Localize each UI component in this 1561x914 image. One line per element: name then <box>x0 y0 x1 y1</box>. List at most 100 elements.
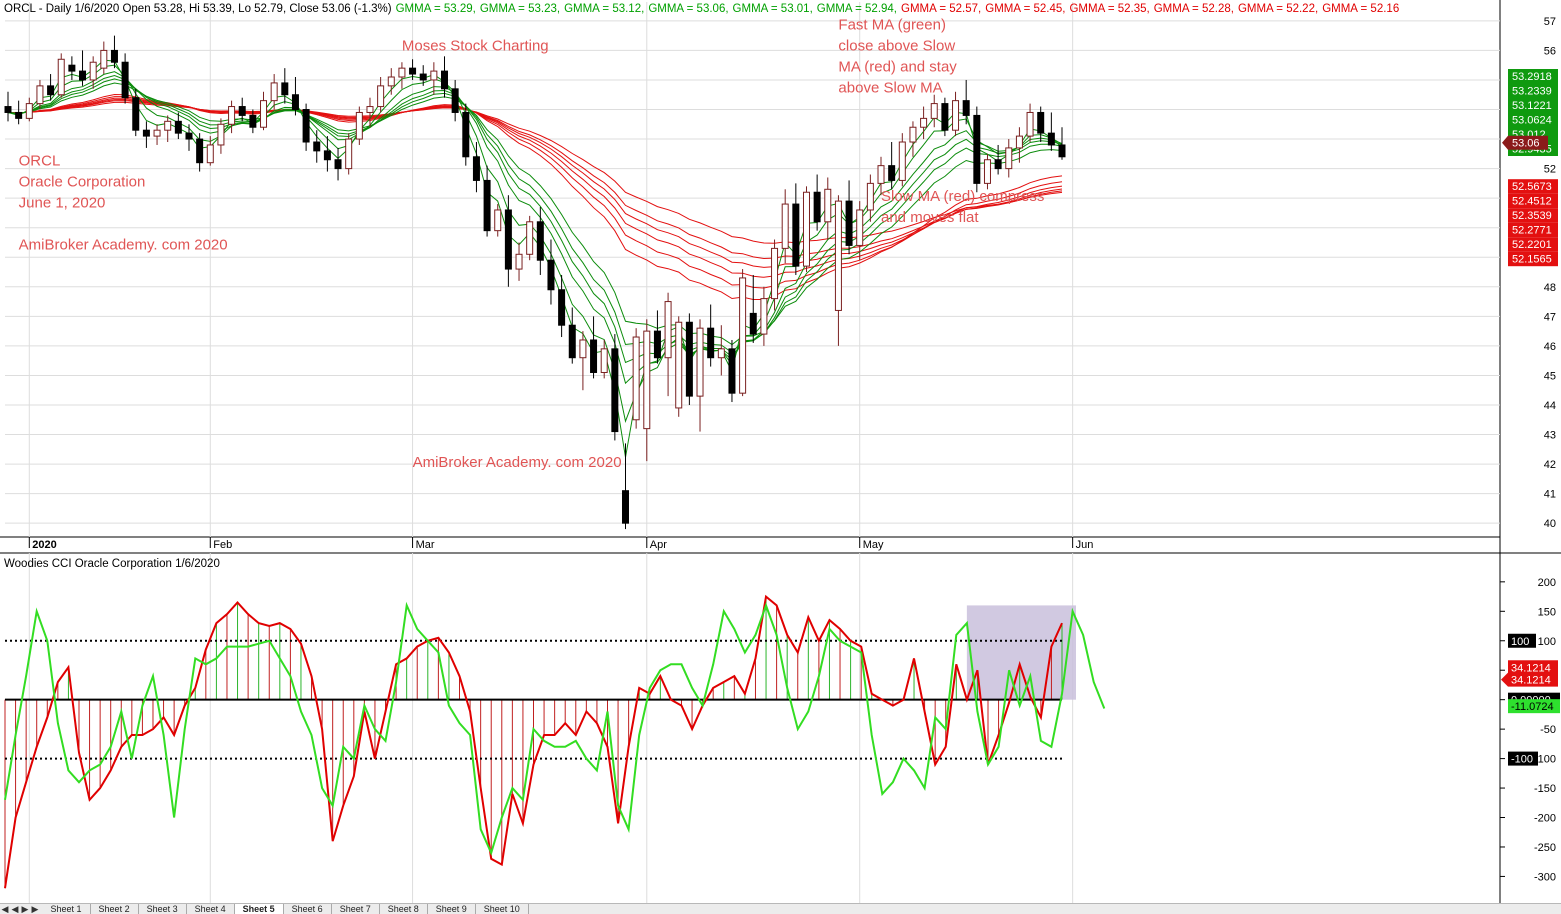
candle-down <box>472 156 480 181</box>
candle-up <box>856 209 864 246</box>
candle-up <box>866 182 874 211</box>
header-gmma-value: GMMA = 53.12, <box>564 3 644 15</box>
header-gmma-value: GMMA = 52.22, <box>1238 3 1318 15</box>
candle-down <box>462 111 470 158</box>
candle-up <box>355 111 363 140</box>
candle-up <box>366 106 374 113</box>
fast-ma-tag <box>1508 112 1558 127</box>
candle-down <box>174 120 182 134</box>
cci-tick-label: -50 <box>1540 724 1556 736</box>
cci-tick-label: -200 <box>1534 813 1556 825</box>
sheet-tab[interactable]: Sheet 8 <box>380 904 428 914</box>
cci-tick-label: 200 <box>1538 577 1556 589</box>
fast-ma-line <box>7 71 1063 385</box>
cci-series-line <box>4 594 1063 889</box>
price-tick-label: 47 <box>1544 311 1556 323</box>
header-gmma-value: GMMA = 52.94, <box>817 3 897 15</box>
candles <box>4 35 1066 530</box>
candle-up <box>952 100 960 131</box>
cci-level-tag-label: 100 <box>1511 636 1529 648</box>
candle-down <box>707 327 715 359</box>
fast-ma-tag-label: 53.2918 <box>1512 71 1552 83</box>
candle-down <box>249 114 257 128</box>
candle-up <box>1026 111 1034 137</box>
cci-tick-label: 150 <box>1538 606 1556 618</box>
candle-down <box>419 73 427 81</box>
slow-ma-tag <box>1508 251 1558 267</box>
tab-last-icon[interactable]: ▶ <box>31 904 39 914</box>
candle-up <box>739 277 747 394</box>
tab-first-icon[interactable]: ◀ <box>1 904 9 914</box>
candle-up <box>228 106 236 125</box>
header-gmma-value: GMMA = 53.01, <box>733 3 813 15</box>
sheet-tab[interactable]: Sheet 9 <box>428 904 476 914</box>
candle-down <box>813 191 821 223</box>
sheet-tab[interactable]: Sheet 2 <box>91 904 139 914</box>
sheet-tab[interactable]: Sheet 5 <box>234 904 284 914</box>
candle-up <box>387 76 395 87</box>
candle-down <box>994 159 1002 170</box>
candle-up <box>206 144 214 164</box>
candle-down <box>441 70 449 90</box>
candle-up <box>802 191 810 267</box>
cci-series-line <box>4 601 1106 856</box>
candle-down <box>110 49 118 63</box>
candle-down <box>941 103 949 131</box>
candle-up <box>1015 135 1023 149</box>
candle-up <box>89 61 97 81</box>
candle-up <box>164 120 172 131</box>
date-tick-label: Mar <box>416 539 435 551</box>
close-price-tag <box>1502 135 1548 150</box>
candle-down <box>685 321 693 397</box>
candle-down <box>611 348 619 433</box>
fast-ma-line <box>7 82 1063 346</box>
candle-up <box>717 348 725 359</box>
candle-up <box>834 200 842 311</box>
header-gmma-value: GMMA = 52.45, <box>985 3 1065 15</box>
slow-ma-tag-label: 52.1565 <box>1512 254 1552 266</box>
candle-up <box>153 129 161 137</box>
cci-pane: -300-250-200-150-100-50050100150200Woodi… <box>4 558 1560 889</box>
sheet-tab[interactable]: Sheet 4 <box>187 904 235 914</box>
candle-up <box>600 348 608 373</box>
fast-ma-tag-label: 53.2339 <box>1512 86 1552 98</box>
candle-down <box>142 129 150 137</box>
tab-next-icon[interactable]: ▶ <box>21 904 29 914</box>
header-gmma-value: GMMA = 52.35, <box>1069 3 1149 15</box>
sheet-tab[interactable]: Sheet 6 <box>284 904 332 914</box>
fast-ma-tag-label: 53.1221 <box>1512 100 1552 112</box>
candle-up <box>25 103 33 119</box>
cci-tick-label: -100 <box>1534 754 1556 766</box>
price-tick-label: 48 <box>1544 282 1556 294</box>
cci-level-tag-label: -100 <box>1511 754 1533 766</box>
candle-up <box>771 247 779 300</box>
candle-up <box>760 298 768 335</box>
candle-down <box>792 203 800 267</box>
chart-annotation: close above Slow <box>838 38 955 55</box>
candle-down <box>653 330 661 359</box>
price-tick-label: 57 <box>1544 16 1556 28</box>
sheet-tab[interactable]: Sheet 7 <box>332 904 380 914</box>
chart-annotation: ORCL <box>19 153 61 170</box>
candle-down <box>558 289 566 326</box>
candle-down <box>451 88 459 113</box>
candle-down <box>334 159 342 170</box>
candle-down <box>962 100 970 116</box>
tab-prev-icon[interactable]: ◀ <box>11 904 19 914</box>
sheet-tab[interactable]: Sheet 1 <box>43 904 91 914</box>
candle-up <box>909 126 917 143</box>
sheet-tab[interactable]: Sheet 10 <box>476 904 529 914</box>
candle-up <box>217 123 225 146</box>
cci-value-tag <box>1501 672 1558 687</box>
slow-ma-line <box>7 100 1063 260</box>
candle-down <box>590 339 598 373</box>
price-pane: 4041424344454647484950515253545556572020… <box>4 2 1558 903</box>
candle-down <box>888 165 896 181</box>
candle-down <box>79 70 87 81</box>
price-tick-label: 41 <box>1544 489 1556 501</box>
header-gmma-value: GMMA = 52.16 <box>1322 3 1399 15</box>
sheet-tab[interactable]: Sheet 3 <box>139 904 187 914</box>
chart-annotation: and moves flat <box>881 209 979 226</box>
